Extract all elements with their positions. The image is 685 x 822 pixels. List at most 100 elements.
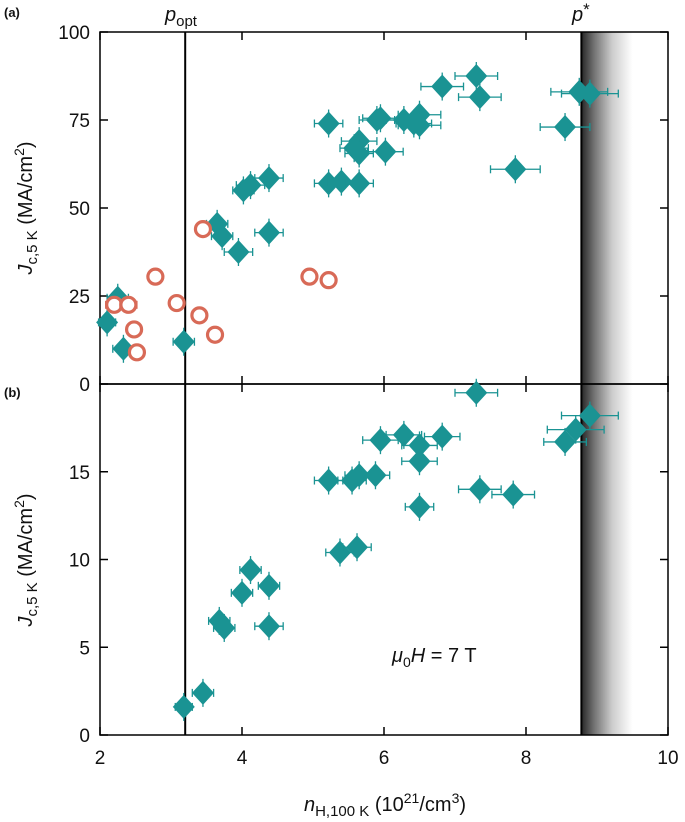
diamond-point — [454, 62, 499, 90]
circle-point — [146, 267, 165, 286]
diamond-point — [457, 475, 502, 504]
diamond-point — [257, 571, 281, 600]
y-tick-label: 15 — [69, 463, 90, 484]
diamond-marker — [330, 169, 353, 194]
diamond-point — [344, 139, 375, 168]
diamond-point — [454, 378, 499, 407]
circle-marker — [190, 306, 209, 325]
diamond-point — [254, 612, 284, 641]
diamond-marker — [257, 220, 280, 245]
p-star-label: p* — [571, 0, 590, 26]
diamond-marker — [96, 310, 119, 335]
y-tick-label: 25 — [69, 287, 90, 308]
diamond-marker — [364, 463, 387, 488]
diamond-point — [360, 461, 391, 490]
diamond-marker — [317, 468, 340, 493]
diamond-marker — [504, 157, 527, 182]
circle-marker — [300, 267, 319, 286]
y-tick-label: 50 — [69, 199, 90, 220]
x-axis-label: nH,100 K (1021/cm3) — [304, 790, 466, 820]
diamond-marker — [172, 694, 195, 719]
diamond-marker — [231, 580, 253, 605]
diamond-point — [362, 104, 399, 133]
circle-point — [193, 220, 213, 239]
p-star-band — [581, 384, 633, 735]
circle-marker — [205, 325, 225, 344]
diamond-marker — [564, 417, 587, 442]
diamond-point — [313, 109, 344, 138]
diamond-marker — [211, 224, 234, 249]
diamond-marker — [468, 477, 491, 502]
diamond-point — [254, 218, 284, 247]
x-tick-label: 6 — [379, 748, 390, 769]
panel-label-b: (b) — [4, 385, 21, 400]
diamond-marker — [431, 74, 454, 99]
y-tick-label: 75 — [69, 111, 90, 132]
diamond-point — [423, 422, 461, 451]
circle-marker — [146, 267, 165, 286]
diamond-point — [212, 613, 236, 642]
x-tick-label: 10 — [657, 748, 678, 769]
diamond-point — [96, 308, 119, 337]
diamond-marker — [369, 428, 392, 453]
panel-a-plot: 0 25 50 75 100 — [58, 23, 669, 396]
diamond-point — [326, 167, 357, 196]
diamond-marker — [578, 403, 601, 428]
diamond-point — [401, 447, 438, 476]
circle-marker — [193, 220, 213, 239]
field-annotation: μ0H = 7 T — [391, 645, 477, 670]
diamond-point — [489, 155, 541, 184]
diamond-marker — [374, 139, 397, 164]
circle-point — [205, 325, 225, 344]
diamond-point — [420, 72, 465, 101]
y-tick-label: 10 — [69, 551, 90, 572]
panel-b-plot: 0 5 10 15 2 4 6 8 10 — [69, 378, 679, 769]
diamond-marker — [465, 64, 488, 88]
diamond-marker — [317, 171, 340, 196]
diamond-marker — [213, 615, 236, 640]
diamond-point — [191, 678, 215, 707]
diamond-point — [230, 578, 254, 607]
diamond-point — [397, 111, 442, 140]
diamond-point — [367, 137, 404, 166]
diamond-point — [172, 692, 195, 721]
diamond-point — [223, 238, 254, 266]
diamond-marker — [408, 113, 431, 138]
x-tick-label: 4 — [237, 748, 248, 769]
panel-label-a: (a) — [4, 5, 20, 20]
diamond-marker — [257, 614, 280, 639]
y-tick-label: 5 — [79, 638, 90, 659]
diamond-marker — [431, 424, 454, 449]
diamond-marker — [346, 535, 369, 560]
diamond-point — [172, 327, 196, 356]
diamond-marker — [554, 115, 577, 140]
diamond-marker — [468, 85, 491, 110]
diamond-marker — [578, 81, 601, 106]
circle-marker — [167, 293, 186, 313]
diamond-point — [362, 426, 399, 455]
diamond-point — [344, 169, 375, 198]
diamond-marker — [191, 680, 214, 705]
diamond-marker — [227, 240, 250, 264]
diamond-point — [385, 420, 423, 449]
diamond-marker — [408, 449, 431, 474]
diamond-point — [254, 164, 284, 193]
diamond-point — [560, 401, 619, 430]
diamond-marker — [502, 482, 525, 507]
circle-point — [124, 320, 144, 339]
y-axis-label-a: Jc,5 K (MA/cm2) — [11, 141, 41, 275]
diamond-marker — [257, 166, 280, 191]
circle-point — [119, 295, 138, 314]
diamond-marker — [172, 329, 195, 354]
diamond-marker — [239, 558, 262, 583]
diamond-point — [539, 113, 591, 142]
diamond-point — [325, 538, 355, 567]
circle-marker — [119, 295, 138, 314]
y-tick-label: 0 — [79, 726, 90, 747]
p-opt-label: popt — [164, 4, 198, 30]
circle-point — [190, 306, 209, 325]
diamond-point — [457, 83, 502, 112]
diamond-marker — [328, 540, 351, 565]
diamond-point — [560, 79, 619, 108]
